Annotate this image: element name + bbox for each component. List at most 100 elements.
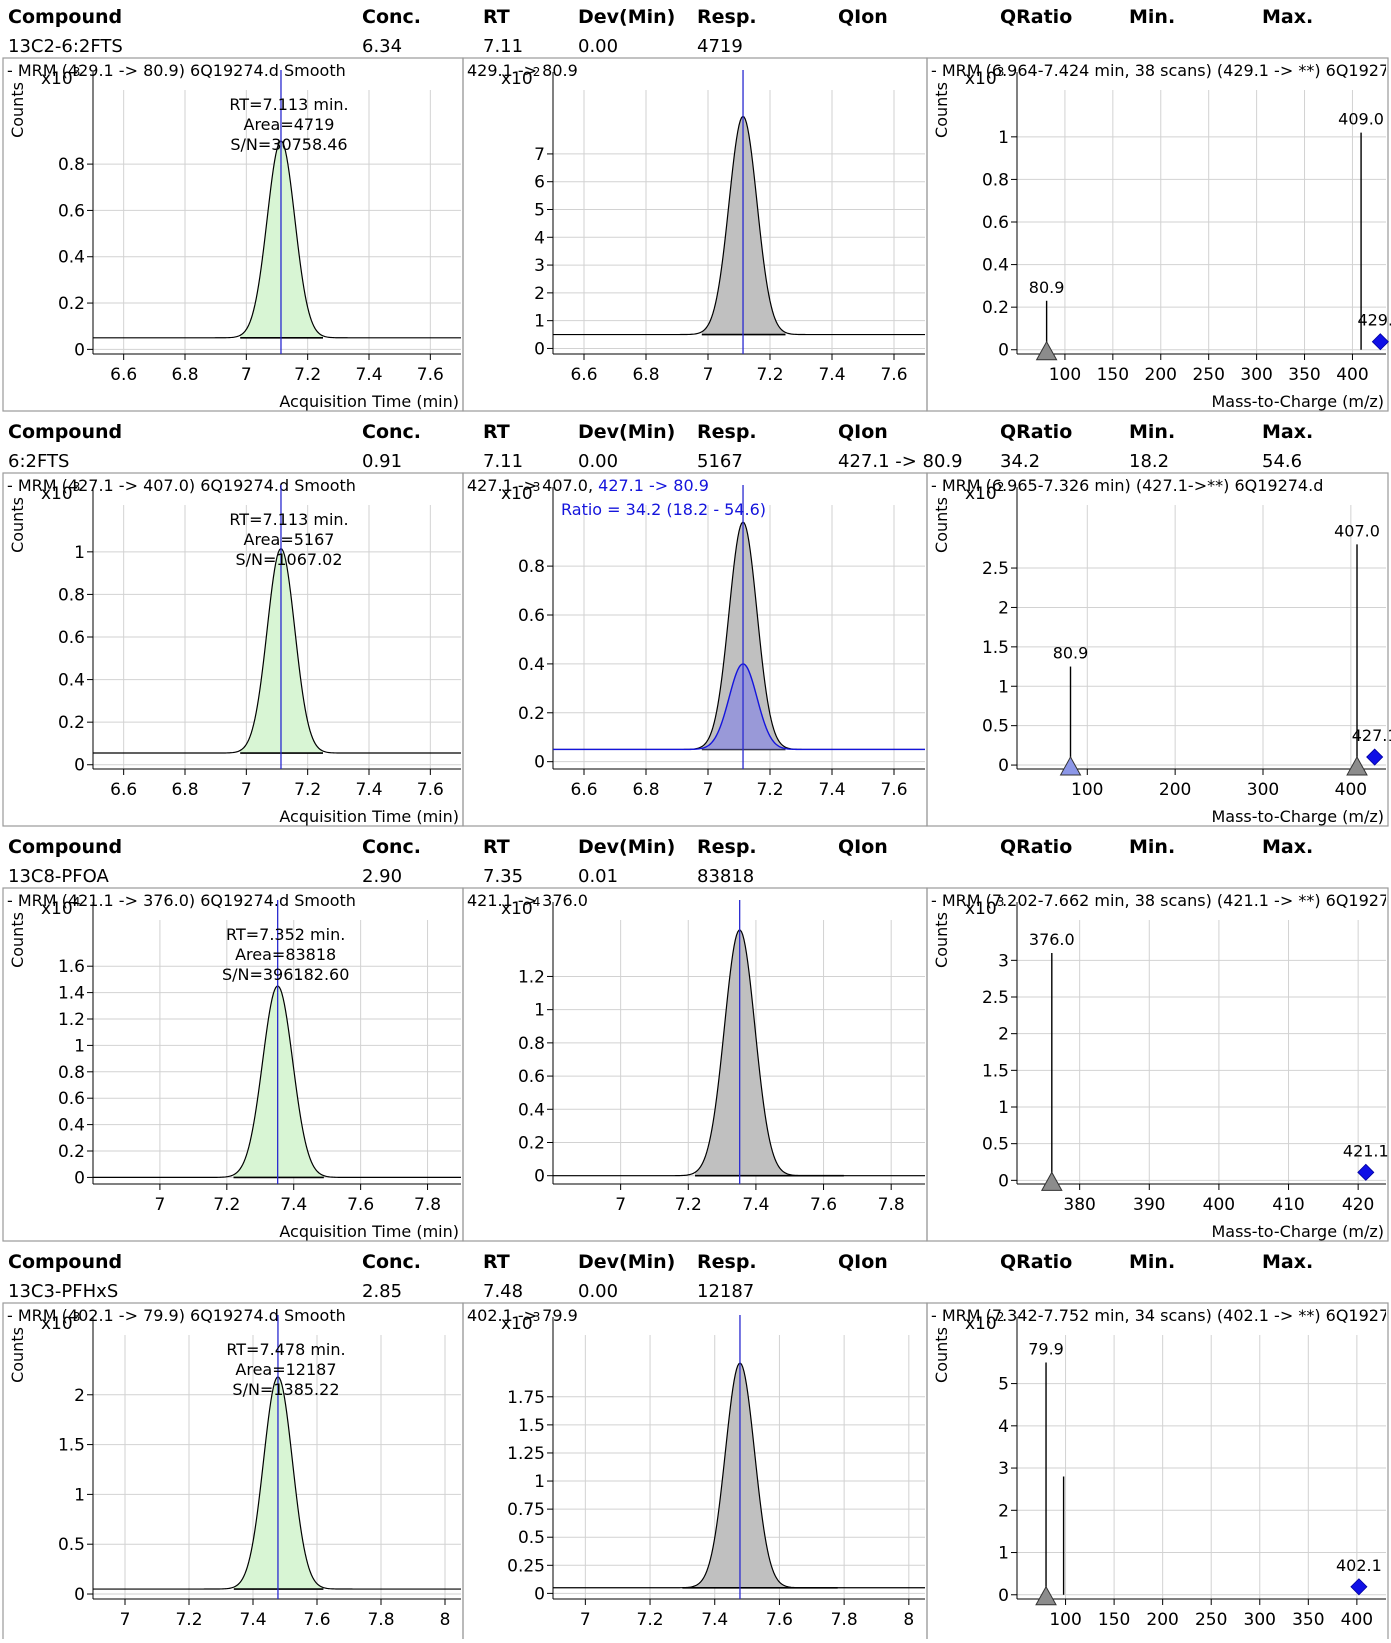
x-tick-label: 8 bbox=[903, 1610, 914, 1630]
y-tick-label: 0 bbox=[534, 753, 545, 773]
compound-compound: 6:2FTS bbox=[8, 451, 69, 472]
x-tick-label: 250 bbox=[1192, 365, 1224, 385]
x-tick-label: 7.2 bbox=[294, 365, 321, 385]
compound-qratio: 34.2 bbox=[1000, 451, 1040, 472]
x-tick-label: 410 bbox=[1272, 1195, 1304, 1215]
x-tick-label: 7.8 bbox=[878, 1195, 905, 1215]
plot-title: 421.1 -> 376.0 bbox=[467, 891, 588, 910]
precursor-label: 402.1 bbox=[1336, 1556, 1382, 1575]
x-tick-label: 7.4 bbox=[280, 1195, 307, 1215]
y-axis-label: Counts bbox=[932, 1327, 951, 1383]
column-header: Compound bbox=[8, 421, 122, 443]
column-header: Max. bbox=[1262, 836, 1313, 858]
compound-block: Compound Conc. RT Dev(Min) Resp. QIon QRatio Mi… bbox=[2, 836, 1389, 1242]
x-tick-label: 7.6 bbox=[880, 365, 907, 385]
y-tick-label: 1 bbox=[74, 1036, 85, 1056]
precursor-label: 429.1 bbox=[1357, 311, 1391, 330]
x-tick-label: 7.6 bbox=[417, 780, 444, 800]
y-scale-exponent: x102 bbox=[965, 1310, 1004, 1334]
y-tick-label: 0 bbox=[998, 341, 1009, 361]
x-tick-label: 7 bbox=[241, 780, 252, 800]
peak-annotation: RT=7.352 min. bbox=[226, 925, 345, 944]
x-tick-label: 7.2 bbox=[175, 1610, 202, 1630]
x-tick-label: 7.6 bbox=[347, 1195, 374, 1215]
y-tick-label: 0.4 bbox=[982, 256, 1009, 276]
x-tick-label: 300 bbox=[1240, 365, 1272, 385]
ratio-label: Ratio = 34.2 (18.2 - 54.6) bbox=[561, 500, 766, 519]
x-axis-label: Mass-to-Charge (m/z) bbox=[1211, 1222, 1384, 1241]
x-tick-label: 7.2 bbox=[213, 1195, 240, 1215]
x-tick-label: 7.4 bbox=[239, 1610, 266, 1630]
y-tick-label: 0.75 bbox=[507, 1500, 545, 1520]
x-tick-label: 390 bbox=[1133, 1195, 1165, 1215]
y-tick-label: 0.5 bbox=[518, 1528, 545, 1548]
x-tick-label: 7.8 bbox=[367, 1610, 394, 1630]
exponent-power: 3 bbox=[73, 1310, 81, 1324]
plot-area bbox=[553, 115, 925, 336]
plot-title: 427.1 -> 407.0, 427.1 -> 80.9 bbox=[467, 476, 709, 495]
y-tick-label: 1.5 bbox=[58, 1436, 85, 1456]
exponent-power: 3 bbox=[997, 895, 1005, 909]
y-tick-label: 0 bbox=[998, 756, 1009, 776]
x-tick-label: 150 bbox=[1097, 365, 1129, 385]
y-tick-label: 1 bbox=[74, 1485, 85, 1505]
exponent-power: 4 bbox=[533, 895, 541, 909]
y-tick-label: 0 bbox=[74, 1168, 85, 1188]
precursor-label: 427.1 bbox=[1352, 726, 1391, 745]
plot-area bbox=[93, 140, 461, 339]
y-tick-label: 0.5 bbox=[982, 1135, 1009, 1155]
column-header: QRatio bbox=[1000, 6, 1072, 28]
x-tick-label: 400 bbox=[1203, 1195, 1235, 1215]
y-tick-label: 0.8 bbox=[518, 557, 545, 577]
peak-annotation: Area=4719 bbox=[244, 115, 335, 134]
panel-border bbox=[462, 1302, 928, 1643]
y-tick-label: 1.5 bbox=[518, 1416, 545, 1436]
y-tick-label: 0.25 bbox=[507, 1556, 545, 1576]
column-header: Resp. bbox=[697, 1251, 757, 1273]
y-tick-label: 4 bbox=[534, 228, 545, 248]
x-tick-label: 380 bbox=[1063, 1195, 1095, 1215]
column-header: Conc. bbox=[362, 1251, 421, 1273]
x-tick-label: 7.6 bbox=[810, 1195, 837, 1215]
column-header: Dev(Min) bbox=[578, 6, 675, 28]
signal-trace bbox=[93, 140, 461, 339]
exponent-base: x10 bbox=[41, 69, 73, 89]
x-tick-label: 7.4 bbox=[355, 780, 382, 800]
signal-trace bbox=[93, 985, 461, 1178]
plot-title-overlay: 427.1 -> 80.9 bbox=[598, 476, 709, 495]
x-tick-label: 7.4 bbox=[742, 1195, 769, 1215]
y-tick-label: 0 bbox=[74, 340, 85, 360]
peak-annotation: Area=12187 bbox=[235, 1360, 336, 1379]
column-header: Dev(Min) bbox=[578, 836, 675, 858]
x-tick-label: 7 bbox=[615, 1195, 626, 1215]
y-tick-label: 0.2 bbox=[518, 704, 545, 724]
y-tick-label: 0 bbox=[534, 339, 545, 359]
plot-title-main: - MRM (421.1 -> 376.0) 6Q19274.d Smooth bbox=[7, 891, 356, 910]
compound-qion: 427.1 -> 80.9 bbox=[838, 451, 963, 472]
y-tick-label: 0.8 bbox=[58, 585, 85, 605]
signal-trace bbox=[553, 1362, 925, 1589]
exponent-base: x10 bbox=[41, 484, 73, 504]
y-scale-exponent: x102 bbox=[501, 65, 540, 89]
peak-annotation: S/N=30758.46 bbox=[230, 135, 347, 154]
fragment-marker bbox=[1035, 1585, 1057, 1606]
peak-mz-label: 407.0 bbox=[1334, 521, 1380, 540]
x-tick-label: 350 bbox=[1288, 365, 1320, 385]
precursor-marker bbox=[1357, 1163, 1375, 1181]
fragment-marker bbox=[1040, 1171, 1063, 1191]
x-axis-label: Mass-to-Charge (m/z) bbox=[1211, 392, 1384, 411]
peak-annotation: S/N=1385.22 bbox=[232, 1380, 339, 1399]
y-tick-label: 1 bbox=[998, 128, 1009, 148]
y-tick-label: 0.6 bbox=[982, 213, 1009, 233]
y-scale-exponent: x103 bbox=[41, 65, 80, 89]
y-scale-exponent: x103 bbox=[965, 65, 1004, 89]
peak-annotation: S/N=1067.02 bbox=[235, 550, 342, 569]
peak-annotation: Area=5167 bbox=[244, 530, 335, 549]
plot-title: 429.1 -> 80.9 bbox=[467, 61, 578, 80]
y-tick-label: 1.4 bbox=[58, 984, 85, 1004]
x-tick-label: 7.6 bbox=[417, 365, 444, 385]
column-header: Resp. bbox=[697, 836, 757, 858]
compound-dev: 0.00 bbox=[578, 451, 618, 472]
x-tick-label: 400 bbox=[1335, 780, 1367, 800]
plot-area bbox=[553, 521, 925, 751]
